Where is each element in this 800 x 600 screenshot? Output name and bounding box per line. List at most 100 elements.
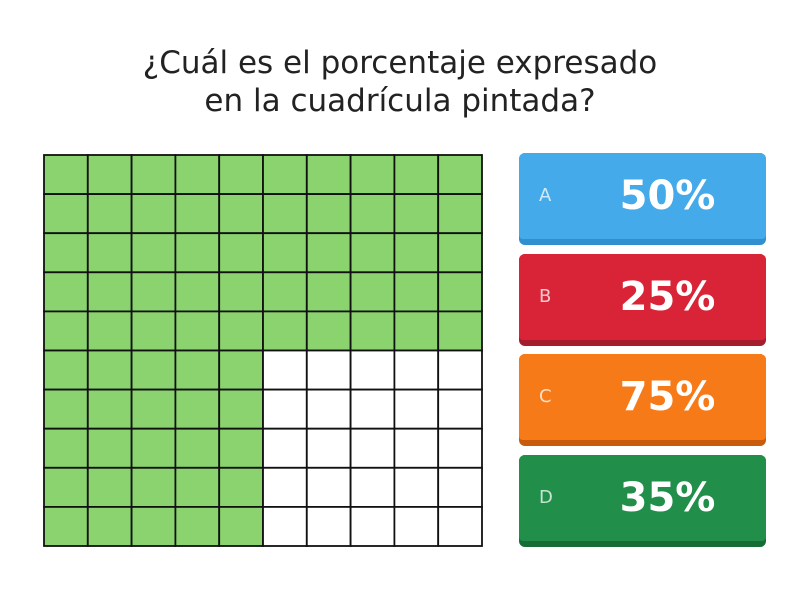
grid-cell (43, 349, 89, 391)
grid-cell (43, 388, 89, 430)
question-line: en la cuadrícula pintada? (204, 83, 596, 119)
grid-cell (305, 310, 352, 352)
grid-cell (437, 232, 483, 274)
grid-cell (262, 232, 308, 274)
answer-letter: A (539, 185, 552, 206)
grid-cell (43, 466, 89, 508)
answer-button[interactable]: C 75% (519, 354, 766, 446)
grid-cell (349, 388, 396, 430)
grid-cell (437, 466, 483, 508)
grid-cell (393, 388, 440, 430)
answer-button[interactable]: A 50% (519, 153, 766, 245)
grid-cell (86, 232, 133, 274)
grid-cell (174, 349, 221, 391)
grid-cell (174, 505, 221, 547)
grid-cell (86, 310, 133, 352)
grid-cell (349, 271, 396, 313)
grid-cell (349, 154, 396, 195)
grid-cell (130, 193, 177, 235)
grid-cell (174, 232, 221, 274)
grid-cell (393, 154, 440, 195)
answer-letter: B (539, 286, 552, 307)
grid-cell (305, 193, 352, 235)
grid-cell (86, 193, 133, 235)
grid-cell (43, 232, 89, 274)
grid-cell (43, 505, 89, 547)
grid-cell (130, 466, 177, 508)
grid-cell (174, 388, 221, 430)
grid-cell (349, 193, 396, 235)
grid-cell (393, 310, 440, 352)
grid-cell (393, 232, 440, 274)
button-face (519, 354, 766, 440)
grid-cell (393, 271, 440, 313)
grid-cell (174, 271, 221, 313)
grid-cell (43, 271, 89, 313)
grid-cell (262, 388, 308, 430)
answer-text: 50% (619, 173, 716, 219)
grid-cell (437, 154, 483, 195)
answer-letter: C (539, 386, 552, 407)
grid-cell (437, 349, 483, 391)
grid-cell (218, 310, 264, 352)
grid-cell (305, 427, 352, 469)
grid-cell (86, 427, 133, 469)
grid-cell (393, 505, 440, 547)
button-face (519, 254, 766, 340)
grid-cell (174, 466, 221, 508)
grid-cell (437, 271, 483, 313)
grid-cell (262, 427, 308, 469)
question-line: ¿Cuál es el porcentaje expresado (142, 45, 658, 81)
grid-cell (349, 310, 396, 352)
answer-text: 75% (619, 374, 716, 420)
grid-cell (218, 271, 264, 313)
answer-text: 35% (619, 475, 716, 521)
grid-cell (393, 466, 440, 508)
answer-button[interactable]: D 35% (519, 455, 766, 547)
grid-cell (218, 427, 264, 469)
grid-cell (174, 310, 221, 352)
grid-cell (305, 466, 352, 508)
grid-cell (262, 154, 308, 195)
grid-cell (86, 388, 133, 430)
grid-cell (130, 271, 177, 313)
grid-cell (262, 505, 308, 547)
grid-cell (349, 427, 396, 469)
grid-cell (130, 310, 177, 352)
grid-cell (43, 154, 89, 195)
grid-cell (130, 427, 177, 469)
grid-cell (218, 349, 264, 391)
grid-cell (393, 427, 440, 469)
grid-cell (349, 466, 396, 508)
grid-cell (86, 154, 133, 195)
grid-cell (349, 505, 396, 547)
grid-cell (262, 349, 308, 391)
grid-cell (262, 271, 308, 313)
grid-cell (262, 310, 308, 352)
grid-cell (43, 310, 89, 352)
grid-cell (218, 232, 264, 274)
grid-cell (130, 154, 177, 195)
grid-cell (305, 232, 352, 274)
grid-cell (174, 193, 221, 235)
grid-cell (130, 349, 177, 391)
grid-cell (86, 349, 133, 391)
grid-cell (218, 154, 264, 195)
answer-text: 25% (619, 274, 716, 320)
grid-cell (437, 427, 483, 469)
grid-cell (174, 154, 221, 195)
grid-cell (218, 193, 264, 235)
grid-cell (305, 154, 352, 195)
grid-cell (86, 271, 133, 313)
grid-cell (305, 388, 352, 430)
grid-cell (262, 193, 308, 235)
grid-cell (86, 466, 133, 508)
grid-cell (305, 349, 352, 391)
grid-cell (349, 349, 396, 391)
answer-button[interactable]: B 25% (519, 254, 766, 346)
grid-cell (393, 193, 440, 235)
grid-cell (437, 388, 483, 430)
grid-cell (130, 505, 177, 547)
grid-cell (218, 505, 264, 547)
